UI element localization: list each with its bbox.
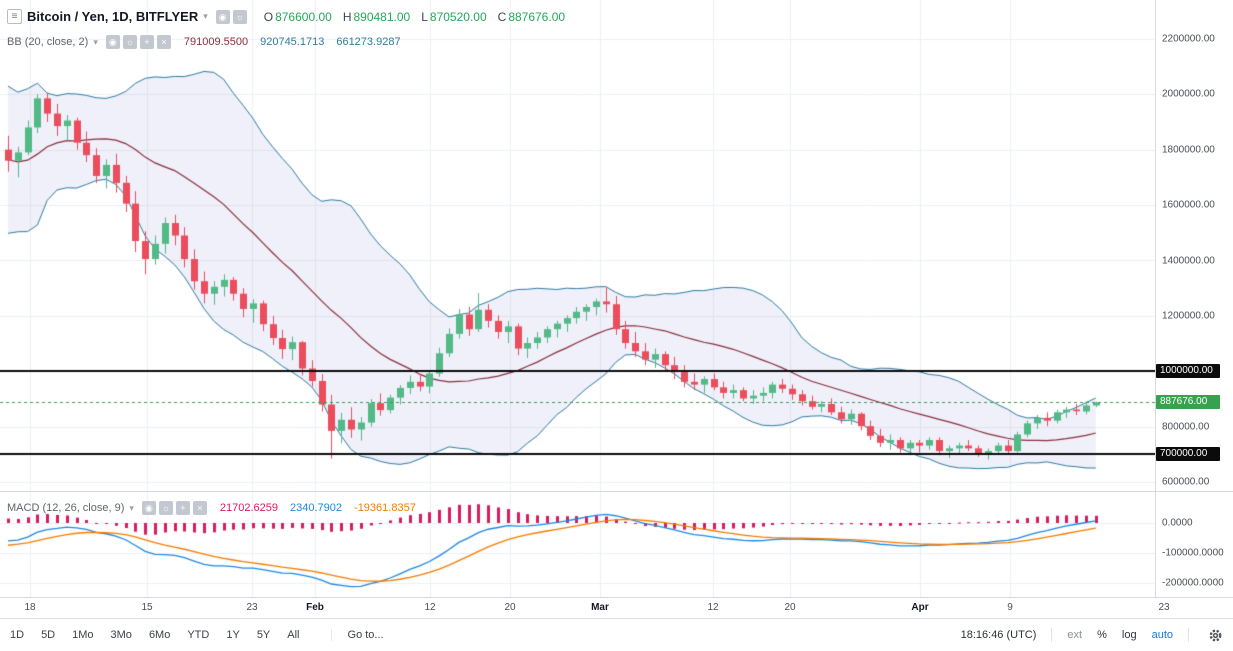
- range-button-3mo[interactable]: 3Mo: [110, 629, 132, 641]
- pane-divider[interactable]: [0, 491, 1233, 492]
- chevron-down-icon[interactable]: ▾: [203, 11, 208, 21]
- macd-quick-actions: ◉ ☼ + ×: [141, 501, 207, 515]
- symbol-title[interactable]: Bitcoin / Yen, 1D, BITFLYER: [27, 9, 199, 24]
- indicator-value: 2340.7902: [290, 502, 343, 514]
- time-label: 9: [1007, 602, 1013, 613]
- macd-values: 21702.6259 2340.7902 -19361.8357: [220, 502, 416, 514]
- add-icon[interactable]: +: [139, 35, 154, 49]
- settings-icon[interactable]: ☼: [122, 35, 137, 49]
- price-tick: 1200000.00: [1162, 310, 1215, 322]
- last-price-badge: 887676.00: [1156, 395, 1220, 410]
- macd-tick: -200000.0000: [1162, 577, 1224, 589]
- ohlc-number: 876600.00: [275, 9, 332, 24]
- toolbar-divider: [1188, 628, 1189, 642]
- bottom-toolbar: 1D 5D 1Mo 3Mo 6Mo YTD 1Y 5Y All Go to... 18:16:46…: [0, 618, 1233, 651]
- ohlc-o: O 876600.00: [264, 10, 332, 24]
- chart-canvas[interactable]: [0, 0, 1155, 597]
- time-label: 12: [707, 602, 719, 613]
- percent-scale-button[interactable]: %: [1097, 629, 1107, 641]
- eye-icon[interactable]: ◉: [141, 501, 156, 515]
- ext-button[interactable]: ext: [1067, 629, 1083, 641]
- range-button-6mo[interactable]: 6Mo: [148, 629, 171, 641]
- price-tick: 1800000.00: [1162, 144, 1215, 156]
- symbol-legend: ≡ Bitcoin / Yen, 1D, BITFLYER ▾ ◉ ☼ O 8766…: [7, 9, 565, 24]
- ohlc-values: O 876600.00 H 890481.00 L 870520.00 C 887676.00: [264, 10, 565, 24]
- macd-tick: -100000.0000: [1162, 547, 1224, 559]
- price-tick: 1400000.00: [1162, 255, 1215, 266]
- toolbar-right: 18:16:46 (UTC) ext% log auto: [961, 628, 1223, 643]
- ohlc-l: L 870520.00: [421, 10, 486, 24]
- price-tick: 2200000.00: [1162, 33, 1215, 45]
- settings-icon[interactable]: ☼: [232, 9, 247, 24]
- range-buttons: 1D 5D 1Mo 3Mo 6Mo YTD 1Y 5Y All Go to...: [10, 629, 384, 641]
- scale-controls: 18:16:46 (UTC) ext% log auto: [961, 628, 1189, 642]
- clock-display: 18:16:46 (UTC): [960, 629, 1037, 641]
- ohlc-letter: L: [421, 9, 428, 24]
- level-price-badge: 700000.00: [1156, 447, 1220, 462]
- price-tick: 1600000.00: [1162, 199, 1215, 211]
- goto-button[interactable]: Go to...: [330, 629, 384, 641]
- bb-values: 791009.5500 920745.1713 661273.9287: [184, 36, 401, 48]
- close-icon[interactable]: ×: [192, 501, 207, 515]
- bb-legend: BB (20, close, 2) ▾ ◉ ☼ + × 791009.5500 9207…: [7, 35, 401, 49]
- ohlc-number: 870520.00: [429, 9, 487, 24]
- menu-icon[interactable]: ≡: [7, 9, 22, 24]
- range-button-1y[interactable]: 1Y: [226, 629, 240, 641]
- price-tick: 2000000.00: [1162, 88, 1215, 100]
- ohlc-number: 887676.00: [508, 9, 566, 24]
- price-axis[interactable]: 2200000.00 2000000.00 1800000.00 1600000.00…: [1155, 0, 1233, 597]
- level-price-badge: 1000000.00: [1156, 364, 1220, 379]
- indicator-value: 920745.1713: [260, 36, 325, 48]
- ohlc-number: 890481.00: [353, 9, 411, 24]
- time-label: 20: [784, 602, 796, 613]
- time-label: 23: [1158, 602, 1170, 613]
- time-label: Apr: [911, 602, 929, 613]
- settings-icon[interactable]: ☼: [158, 501, 173, 515]
- macd-legend: MACD (12, 26, close, 9) ▾ ◉ ☼ + × 21702.625…: [7, 501, 416, 515]
- time-label: 23: [246, 602, 258, 613]
- range-button-5y[interactable]: 5Y: [256, 629, 271, 641]
- macd-tick: 0.0000: [1162, 517, 1193, 529]
- bb-label[interactable]: BB (20, close, 2): [7, 36, 89, 48]
- bb-quick-actions: ◉ ☼ + ×: [105, 35, 171, 49]
- indicator-value: 791009.5500: [183, 36, 249, 48]
- chevron-down-icon[interactable]: ▾: [93, 36, 98, 47]
- time-label: Mar: [591, 602, 609, 613]
- range-button-5d[interactable]: 5D: [41, 629, 56, 641]
- indicator-value: 661273.9287: [336, 36, 401, 48]
- ohlc-c: C 887676.00: [498, 10, 565, 24]
- ohlc-h: H 890481.00: [343, 10, 410, 24]
- range-button-all[interactable]: All: [287, 629, 300, 641]
- macd-label[interactable]: MACD (12, 26, close, 9): [7, 502, 125, 514]
- time-label: 18: [24, 602, 36, 613]
- indicator-value: -19361.8357: [354, 502, 416, 514]
- time-label: 12: [424, 602, 436, 613]
- auto-button[interactable]: auto: [1151, 629, 1173, 641]
- chevron-down-icon[interactable]: ▾: [129, 502, 134, 513]
- log-button[interactable]: log: [1121, 629, 1137, 641]
- close-icon[interactable]: ×: [156, 35, 171, 49]
- indicator-value: 21702.6259: [219, 502, 279, 514]
- toolbar-divider: [1051, 628, 1053, 642]
- ohlc-letter: H: [342, 9, 352, 24]
- ohlc-letter: O: [263, 9, 274, 24]
- settings-gear-icon[interactable]: [1208, 628, 1223, 643]
- time-label: Feb: [306, 602, 324, 613]
- price-tick: 800000.00: [1162, 421, 1210, 433]
- price-tick: 600000.00: [1162, 476, 1210, 488]
- range-button-1mo[interactable]: 1Mo: [72, 629, 94, 641]
- symbol-quick-actions: ◉ ☼: [215, 9, 247, 24]
- range-button-1d[interactable]: 1D: [10, 629, 25, 641]
- add-icon[interactable]: +: [175, 501, 190, 515]
- time-label: 20: [504, 602, 516, 613]
- time-axis[interactable]: 18 15 23 Feb 12 20 Mar 12 20 Apr 9 23: [0, 597, 1233, 618]
- eye-icon[interactable]: ◉: [105, 35, 120, 49]
- chart-area: 2200000.00 2000000.00 1800000.00 1600000.00…: [0, 0, 1233, 597]
- ohlc-letter: C: [497, 9, 507, 24]
- range-button-ytd[interactable]: YTD: [187, 629, 210, 641]
- eye-icon[interactable]: ◉: [215, 9, 230, 24]
- time-label: 15: [141, 602, 153, 613]
